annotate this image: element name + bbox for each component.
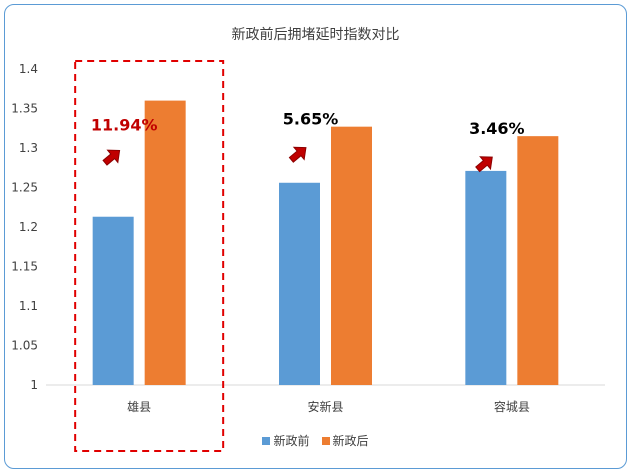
legend-label: 新政前 [273, 434, 310, 448]
legend-swatch [321, 437, 330, 445]
bars [92, 100, 559, 386]
category-labels: 雄县 安新县 容城县 [127, 399, 530, 414]
category-label: 雄县 [127, 399, 151, 414]
legend-label: 新政后 [332, 434, 369, 448]
y-tick-label: 1.1 [19, 299, 38, 313]
arrow-shape [102, 149, 121, 166]
legend-item: 新政前 [262, 432, 310, 449]
y-tick-label: 1.3 [19, 141, 38, 155]
arrow-shape [288, 146, 307, 163]
y-axis: 1 1.05 1.1 1.15 1.2 1.25 1.3 1.35 1.4 [11, 62, 38, 392]
y-tick-label: 1.05 [11, 339, 38, 353]
legend-swatch [262, 437, 271, 445]
y-tick-label: 1.15 [11, 260, 38, 274]
bar-after [517, 136, 559, 385]
category-label: 安新县 [307, 399, 343, 414]
up-arrow-icon [102, 149, 121, 166]
percent-label: 3.46% [469, 119, 525, 138]
bar-after [144, 100, 186, 385]
bar-before [465, 170, 507, 385]
bar-after [331, 126, 372, 386]
bar-before [279, 182, 320, 385]
percent-label: 5.65% [283, 110, 339, 129]
percent-label: 11.94% [91, 116, 158, 135]
y-tick-label: 1.2 [19, 220, 38, 234]
y-tick-label: 1.35 [11, 102, 38, 116]
legend: 新政前 新政后 [0, 432, 631, 449]
legend-item: 新政后 [321, 432, 369, 449]
chart-title: 新政前后拥堵延时指数对比 [231, 27, 400, 43]
highlight-box [74, 60, 225, 452]
y-tick-label: 1.4 [19, 62, 38, 76]
up-arrow-icon [288, 146, 307, 163]
annotations: 11.94% 5.65% 3.46% [91, 110, 525, 173]
y-tick-label: 1.25 [11, 181, 38, 195]
category-label: 容城县 [494, 399, 530, 414]
bar-before [92, 216, 134, 385]
up-arrow-icon [475, 156, 493, 173]
y-tick-label: 1 [30, 378, 38, 392]
arrow-shape [475, 156, 493, 173]
